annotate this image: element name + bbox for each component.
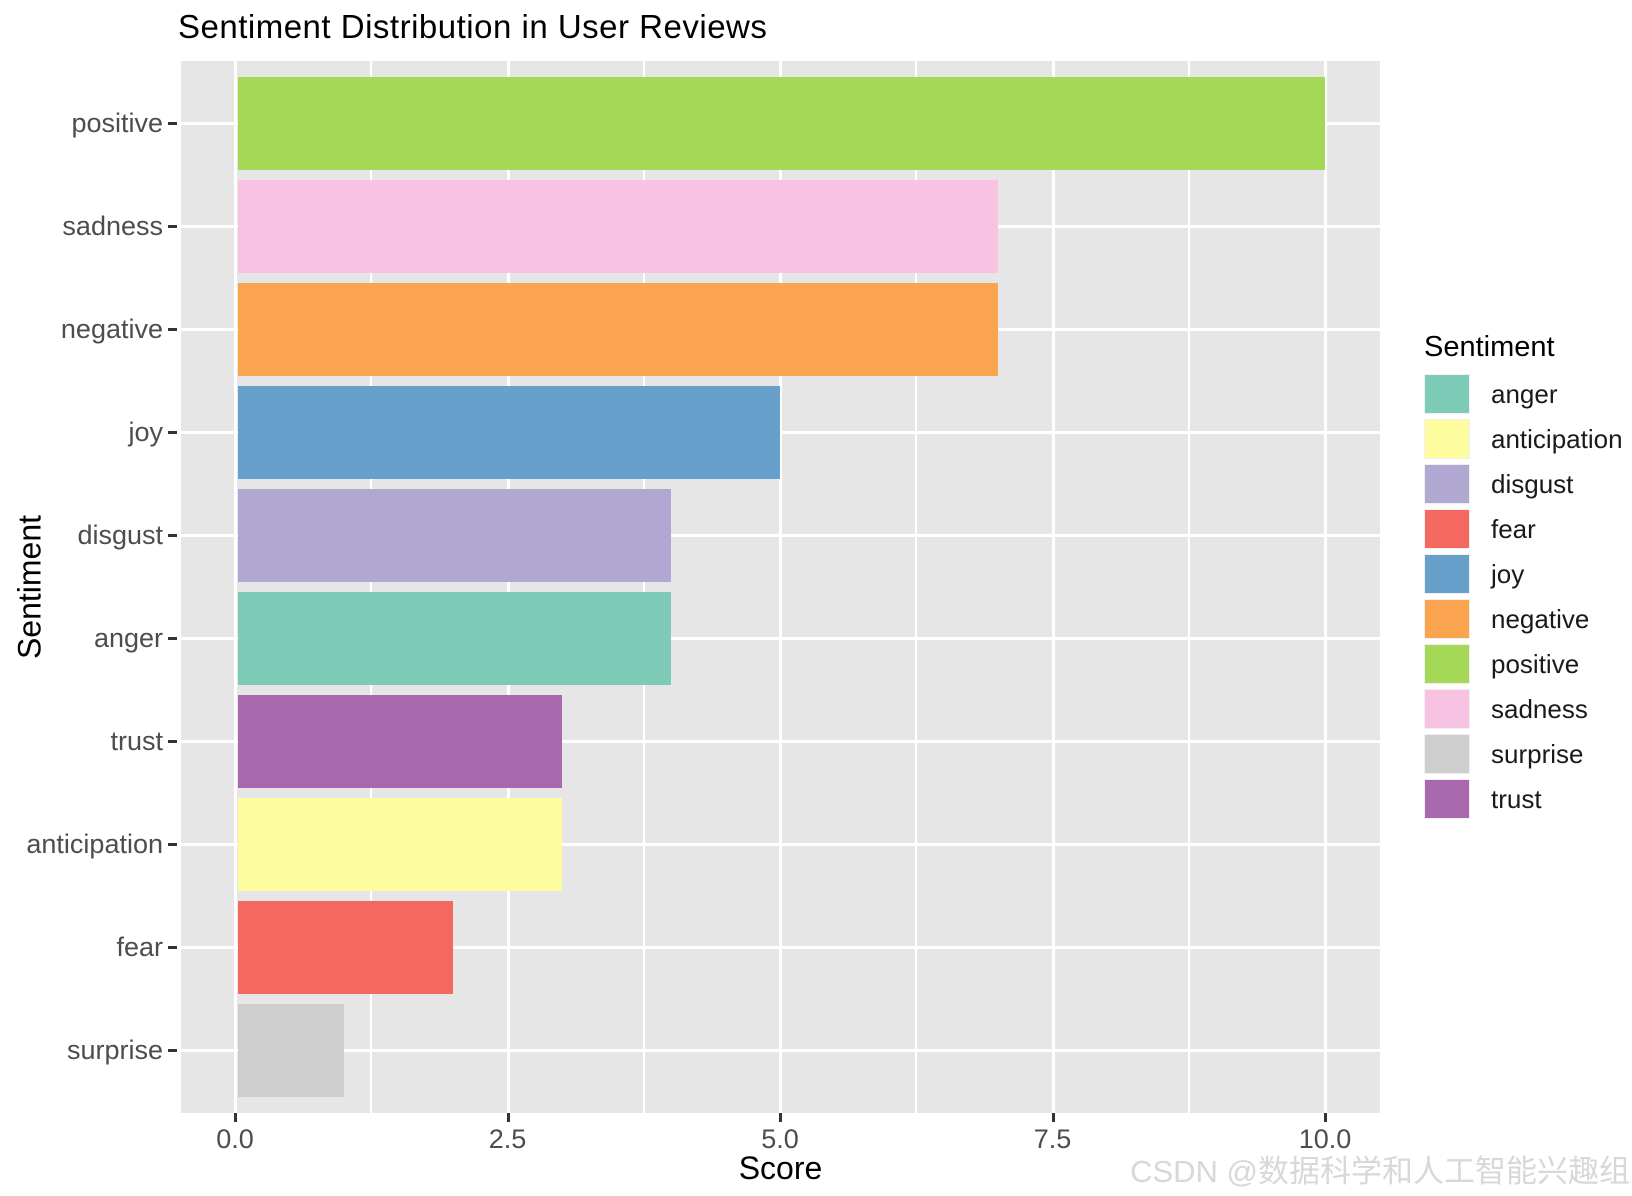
legend-item-negative: negative (1424, 599, 1623, 639)
x-tick-label: 7.5 (1033, 1124, 1072, 1154)
major-gridline (779, 61, 782, 1113)
x-tick-mark (1051, 1113, 1055, 1122)
x-tick-mark (1324, 1113, 1327, 1122)
legend-key-disgust (1424, 464, 1470, 504)
minor-gridline (1187, 61, 1190, 1113)
major-gridline (1051, 61, 1055, 1113)
legend-item-disgust: disgust (1424, 464, 1623, 504)
x-tick-label: 0.0 (216, 1124, 254, 1154)
y-tick-mark (168, 946, 177, 949)
legend-label-sadness: sadness (1491, 693, 1588, 724)
bar-fear (238, 900, 453, 994)
legend: Sentiment anger anticipation disgust fear jo… (1424, 330, 1623, 824)
y-tick-label-anticipation: anticipation (26, 829, 163, 859)
category-gridline (181, 431, 1380, 434)
y-tick-label-fear: fear (116, 932, 163, 962)
x-tick-label: 5.0 (761, 1124, 799, 1154)
y-tick-mark (168, 843, 177, 846)
legend-key-positive (1424, 644, 1470, 684)
plot-panel (181, 61, 1380, 1113)
y-tick-label-surprise: surprise (66, 1035, 163, 1065)
y-tick-label-sadness: sadness (62, 211, 163, 241)
category-gridline (181, 1049, 1380, 1052)
category-gridline (181, 843, 1380, 846)
y-tick-mark (168, 122, 177, 125)
legend-key-negative (1424, 599, 1470, 639)
legend-key-joy (1424, 554, 1470, 594)
legend-item-sadness: sadness (1424, 689, 1623, 729)
category-gridline (181, 534, 1380, 537)
legend-label-positive: positive (1491, 648, 1580, 679)
legend-items: anger anticipation disgust fear joy negative p… (1424, 374, 1623, 819)
y-tick-label-disgust: disgust (77, 520, 163, 550)
x-tick-mark (779, 1113, 782, 1122)
x-axis-title: Score (738, 1150, 823, 1186)
legend-item-fear: fear (1424, 509, 1623, 549)
x-tick-label: 2.5 (488, 1124, 527, 1154)
legend-item-anticipation: anticipation (1424, 419, 1623, 459)
bar-sadness (238, 179, 998, 273)
chart-title: Sentiment Distribution in User Reviews (178, 8, 768, 45)
bar-surprise (238, 1003, 344, 1097)
legend-label-anger: anger (1491, 378, 1558, 409)
x-tick-label: 10.0 (1298, 1124, 1352, 1154)
y-tick-label-positive: positive (71, 108, 163, 138)
y-tick-mark (168, 637, 177, 640)
legend-label-joy: joy (1491, 558, 1525, 589)
x-tick-mark (506, 1113, 510, 1122)
y-tick-mark (168, 225, 177, 228)
x-tick-mark (234, 1113, 237, 1122)
legend-item-trust: trust (1424, 779, 1623, 819)
y-tick-label-anger: anger (93, 623, 163, 653)
minor-gridline (642, 61, 645, 1113)
y-tick-mark (168, 534, 177, 537)
legend-item-joy: joy (1424, 554, 1623, 594)
legend-item-positive: positive (1424, 644, 1623, 684)
bar-trust (238, 694, 562, 788)
y-tick-label-negative: negative (60, 314, 163, 344)
y-tick-mark (168, 328, 177, 331)
legend-label-trust: trust (1491, 783, 1542, 814)
category-gridline (181, 740, 1380, 743)
legend-key-anger (1424, 374, 1470, 414)
y-tick-label-trust: trust (110, 726, 163, 756)
bar-joy (238, 385, 780, 479)
major-gridline (506, 61, 510, 1113)
legend-title: Sentiment (1424, 331, 1555, 363)
y-tick-mark (168, 1049, 177, 1052)
major-gridline (1324, 61, 1327, 1113)
y-axis-title: Sentiment (11, 514, 48, 660)
bar-disgust (238, 488, 671, 582)
legend-item-surprise: surprise (1424, 734, 1623, 774)
legend-key-fear (1424, 509, 1470, 549)
y-tick-mark (168, 740, 177, 743)
legend-label-surprise: surprise (1491, 738, 1584, 769)
legend-key-anticipation (1424, 419, 1470, 459)
legend-label-fear: fear (1491, 513, 1536, 544)
legend-item-anger: anger (1424, 374, 1623, 414)
bar-positive (238, 76, 1325, 170)
y-tick-mark (168, 431, 177, 434)
category-gridline (181, 946, 1380, 949)
bar-negative (238, 282, 998, 376)
watermark: CSDN @数据科学和人工智能兴趣组 (1130, 1154, 1630, 1189)
legend-label-disgust: disgust (1491, 468, 1574, 499)
legend-key-surprise (1424, 734, 1470, 774)
legend-key-sadness (1424, 689, 1470, 729)
y-tick-label-joy: joy (128, 417, 163, 447)
bar-anticipation (238, 797, 562, 891)
legend-key-trust (1424, 779, 1470, 819)
legend-label-negative: negative (1491, 603, 1590, 634)
minor-gridline (915, 61, 918, 1113)
minor-gridline (370, 61, 373, 1113)
bar-anger (238, 591, 671, 685)
major-gridline (234, 61, 237, 1113)
legend-label-anticipation: anticipation (1491, 423, 1623, 454)
category-gridline (181, 637, 1380, 640)
